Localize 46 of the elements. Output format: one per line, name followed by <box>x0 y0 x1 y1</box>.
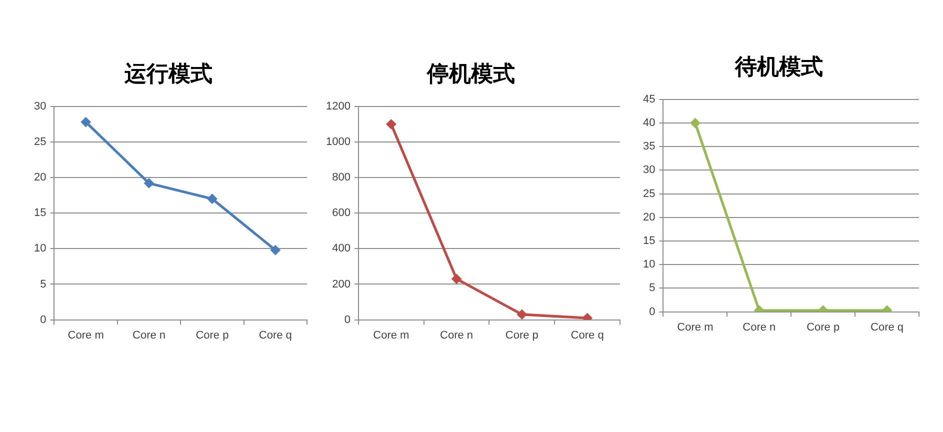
x-tick-label: Core n <box>132 329 166 342</box>
y-tick-label: 5 <box>40 278 46 290</box>
y-tick-label: 0 <box>40 314 46 326</box>
y-tick-label: 15 <box>34 207 46 220</box>
y-tick-label: 0 <box>649 306 656 318</box>
point <box>516 309 527 320</box>
y-tick-label: 45 <box>642 93 656 106</box>
y-tick-label: 30 <box>34 100 46 112</box>
y-tick-label: 1000 <box>326 136 350 148</box>
x-tick-label: Core p <box>806 321 840 334</box>
y-tick-label: 0 <box>344 314 350 326</box>
y-tick-label: 30 <box>642 164 656 176</box>
point <box>386 119 396 130</box>
x-tick-label: Core n <box>440 329 474 342</box>
y-tick-label: 600 <box>332 207 350 220</box>
x-tick-label: Core q <box>258 329 292 342</box>
y-tick-label: 20 <box>34 172 46 184</box>
y-tick-label: 400 <box>332 242 350 255</box>
point <box>270 245 280 256</box>
x-tick-label: Core p <box>505 329 538 342</box>
x-tick-label: Core q <box>570 329 604 342</box>
y-tick-label: 35 <box>642 140 656 153</box>
y-tick-label: 200 <box>332 278 350 290</box>
x-tick-label: Core m <box>68 329 104 342</box>
point <box>452 274 462 284</box>
y-tick-label: 1200 <box>326 100 350 112</box>
x-tick-label: Core q <box>870 321 904 334</box>
y-tick-label: 25 <box>642 188 656 200</box>
x-tick-label: Core m <box>677 321 714 334</box>
y-tick-label: 5 <box>649 282 656 294</box>
y-tick-label: 20 <box>642 211 656 224</box>
y-tick-label: 10 <box>34 242 46 255</box>
y-tick-label: 15 <box>642 235 656 248</box>
y-tick-label: 10 <box>642 258 656 271</box>
x-tick-label: Core m <box>373 329 410 342</box>
y-tick-label: 40 <box>642 117 656 130</box>
point <box>144 178 154 188</box>
y-tick-label: 800 <box>332 172 350 184</box>
chart-title: 运行模式 <box>124 62 212 87</box>
x-tick-label: Core n <box>742 321 776 334</box>
chart-title: 停机模式 <box>426 62 515 87</box>
point <box>207 194 218 204</box>
chart-title: 待机模式 <box>734 54 823 80</box>
point <box>80 117 91 128</box>
x-tick-label: Core p <box>196 329 229 342</box>
y-tick-label: 25 <box>34 136 46 148</box>
